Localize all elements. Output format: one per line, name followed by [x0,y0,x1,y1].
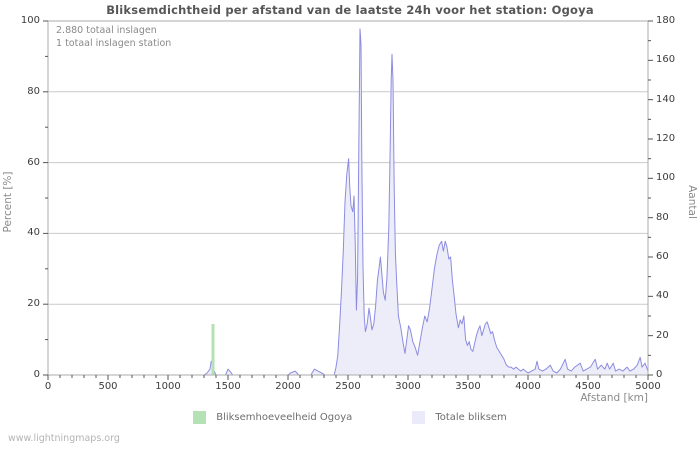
left-tick-label: 80 [27,85,40,97]
left-tick-label: 40 [27,227,40,239]
right-tick-label: 0 [656,369,663,380]
x-tick-label: 1500 [215,381,241,392]
x-tick-label: 500 [98,381,118,392]
left-tick-label: 100 [20,15,40,26]
strike-totals-annotation: 2.880 totaal inslagen 1 totaal inslagen … [56,24,171,50]
x-tick-label: 1000 [155,381,181,392]
right-tick-label: 120 [656,133,676,144]
left-tick-label: 20 [27,298,40,310]
left-axis-label: Percent [%] [2,171,14,233]
x-tick-label: 2500 [335,381,361,392]
station-series-swatch [193,411,207,424]
legend: Bliksemhoeveelheid Ogoya Totale bliksem [0,411,700,424]
left-tick-label: 60 [27,156,40,168]
footer-link[interactable]: www.lightningmaps.org [8,433,120,444]
legend-item-station: Bliksemhoeveelheid Ogoya [193,411,352,424]
right-tick-label: 20 [656,329,669,341]
x-tick-label: 4000 [515,381,541,392]
legend-label-station: Bliksemhoeveelheid Ogoya [216,412,353,423]
x-tick-label: 0 [44,381,52,392]
right-tick-label: 60 [656,251,669,262]
total-strikes-text: 2.880 totaal inslagen [56,25,157,36]
station-strikes-text: 1 totaal inslagen station [56,38,172,49]
legend-item-total: Totale bliksem [412,411,507,424]
x-tick-label: 3500 [455,381,481,392]
station-lightning-bar [211,324,215,375]
x-tick-label: 3000 [395,381,421,392]
right-tick-label: 180 [656,15,676,26]
total-series-swatch [412,411,426,424]
left-tick-label: 0 [33,369,40,380]
right-tick-label: 80 [656,211,669,223]
x-tick-label: 5000 [635,381,661,392]
x-tick-label: 2000 [275,381,301,392]
right-tick-label: 160 [656,54,676,66]
x-tick-label: 4500 [575,381,601,392]
right-tick-label: 140 [656,93,676,105]
x-axis-label: Afstand [km] [580,392,648,404]
chart-title: Bliksemdichtheid per afstand van de laat… [106,3,594,17]
right-tick-label: 100 [656,172,676,184]
total-lightning-area [47,28,649,376]
right-tick-label: 40 [656,290,669,302]
legend-label-total: Totale bliksem [435,412,507,423]
